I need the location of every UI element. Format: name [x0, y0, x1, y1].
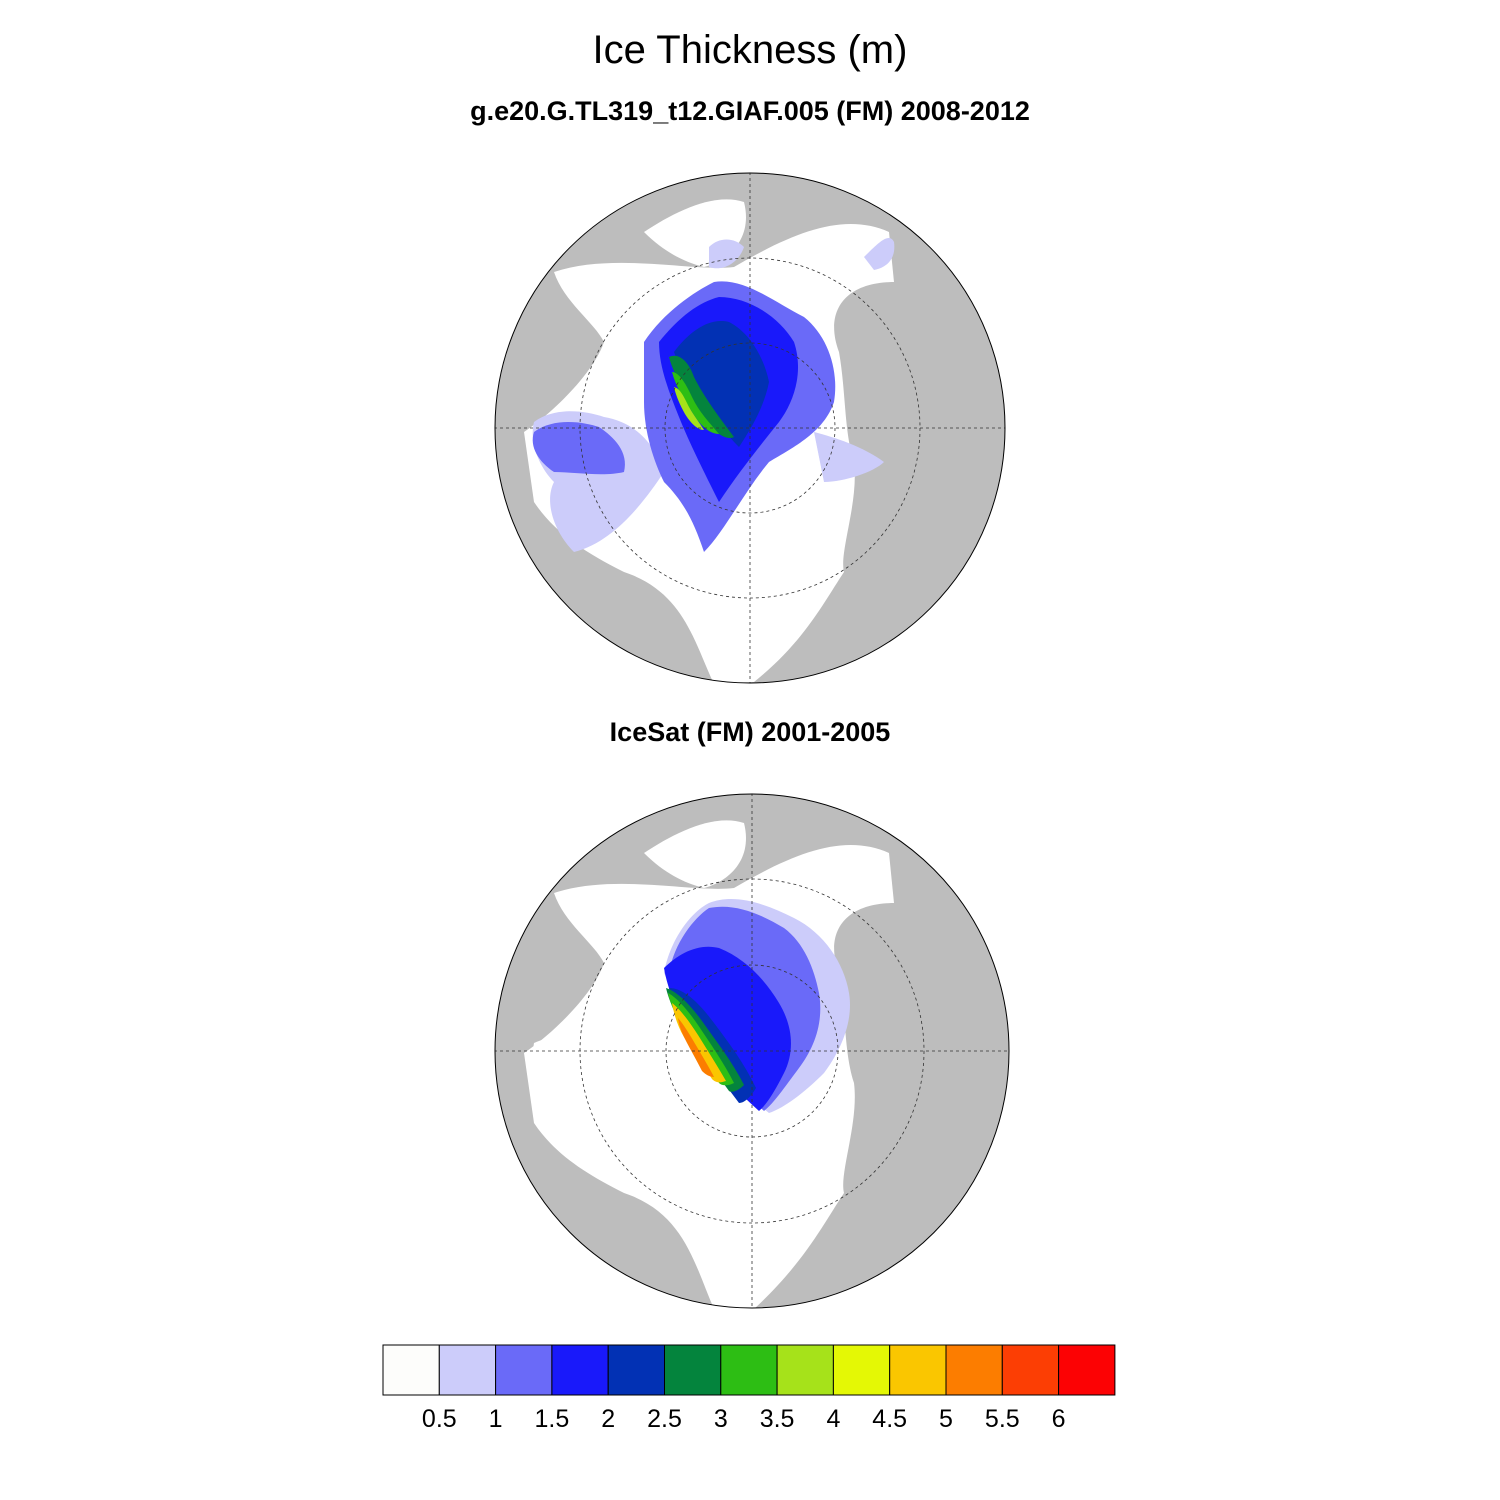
colorbar-box-7 [776, 1344, 834, 1396]
colorbar-tick-label: 4 [826, 1405, 841, 1433]
ice-3m [669, 355, 734, 438]
ocean-hudson [533, 1037, 641, 1110]
colorbar-box-2 [495, 1344, 553, 1396]
colorbar-tick-label: 6 [1051, 1405, 1066, 1433]
colorbar-tick-label: 5.5 [984, 1405, 1020, 1433]
colorbar-box-3 [551, 1344, 609, 1396]
ice-4.5m [672, 1003, 726, 1083]
icesat-ice-thickness-map [494, 793, 1010, 1309]
ice-2m [664, 946, 791, 1111]
colorbar-tick-label: 1 [488, 1405, 503, 1433]
colorbar-tick-label: 2.5 [647, 1405, 682, 1433]
colorbar-tick-label: 4.5 [872, 1405, 908, 1433]
ocean-pacific [644, 820, 746, 888]
colorbar-box-4 [607, 1344, 665, 1396]
model-ice-thickness-map [494, 172, 1006, 684]
ice-3.5m [672, 372, 719, 434]
ice-mid-2 [532, 422, 625, 475]
colorbar-box-0 [382, 1344, 440, 1396]
colorbar-box-1 [438, 1344, 497, 1396]
ice-5m [678, 1018, 714, 1077]
colorbar-tick-label: 5 [939, 1405, 953, 1433]
figure-title: Ice Thickness (m) [592, 28, 908, 72]
panel-1-subtitle: g.e20.G.TL319_t12.GIAF.005 (FM) 2008-201… [470, 96, 1030, 126]
ice-4m [674, 387, 704, 430]
colorbar-tick-label: 3 [713, 1405, 728, 1433]
colorbar-box-5 [664, 1344, 722, 1396]
colorbar-tick-label: 3.5 [759, 1405, 795, 1433]
colorbar-box-6 [720, 1344, 778, 1396]
colorbar [382, 1344, 1116, 1396]
ice-thin-4 [864, 237, 895, 270]
colorbar-box-8 [832, 1344, 891, 1396]
colorbar-tick-label: 1.5 [534, 1405, 570, 1433]
ice-thin-2 [814, 432, 884, 482]
colorbar-box-12 [1058, 1344, 1116, 1396]
ice-2.5m [674, 321, 769, 447]
colorbar-box-9 [889, 1344, 947, 1396]
colorbar-box-11 [1001, 1344, 1060, 1396]
colorbar-tick-label: 0.5 [421, 1405, 457, 1433]
panel-2-subtitle: IceSat (FM) 2001-2005 [609, 717, 891, 747]
colorbar-box-10 [945, 1344, 1003, 1396]
colorbar-tick-label: 2 [601, 1405, 616, 1433]
